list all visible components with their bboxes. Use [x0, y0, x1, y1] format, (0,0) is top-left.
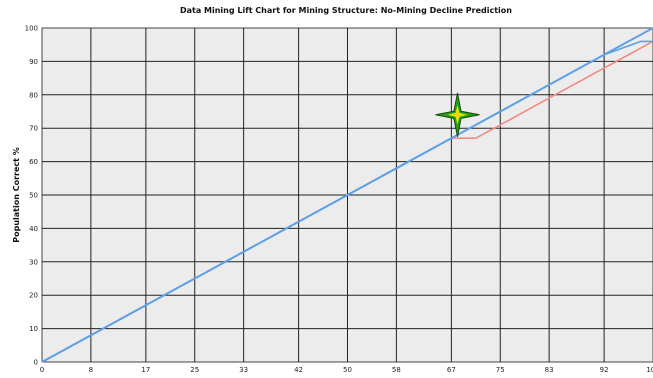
x-tick-label: 42 [294, 366, 303, 374]
y-axis-ticks: 0 10 20 30 40 50 60 70 80 90 100 [25, 25, 38, 367]
grid-lines [42, 28, 653, 362]
chart-title: Data Mining Lift Chart for Mining Struct… [180, 6, 512, 15]
star-marker-icon [435, 92, 480, 137]
y-tick-label: 60 [29, 158, 38, 166]
star-marker-highlight [447, 104, 468, 125]
y-tick-label: 20 [29, 292, 38, 300]
y-tick-label: 80 [29, 91, 38, 99]
x-tick-label: 0 [40, 366, 44, 374]
y-tick-label: 50 [29, 192, 38, 200]
y-axis-label: Population Correct % [12, 147, 21, 243]
y-tick-label: 10 [29, 325, 38, 333]
x-tick-label: 33 [239, 366, 248, 374]
y-tick-label: 70 [29, 125, 38, 133]
series-lines [41, 27, 653, 363]
x-tick-label: 100 [646, 366, 653, 374]
x-tick-label: 75 [496, 366, 505, 374]
x-tick-label: 83 [545, 366, 554, 374]
series-line-3 [41, 27, 653, 363]
y-tick-label: 40 [29, 225, 38, 233]
y-tick-label: 90 [29, 58, 38, 66]
y-tick-label: 30 [29, 258, 38, 266]
x-axis-ticks: 0 8 17 25 33 42 50 58 67 75 83 92 100 [40, 366, 653, 374]
x-tick-label: 58 [392, 366, 401, 374]
x-tick-label: 17 [141, 366, 150, 374]
x-tick-label: 67 [447, 366, 456, 374]
x-tick-label: 8 [89, 366, 93, 374]
y-tick-label: 0 [34, 359, 38, 367]
y-tick-label: 100 [25, 25, 38, 33]
x-tick-label: 92 [600, 366, 609, 374]
x-tick-label: 50 [343, 366, 352, 374]
x-tick-label: 25 [190, 366, 199, 374]
